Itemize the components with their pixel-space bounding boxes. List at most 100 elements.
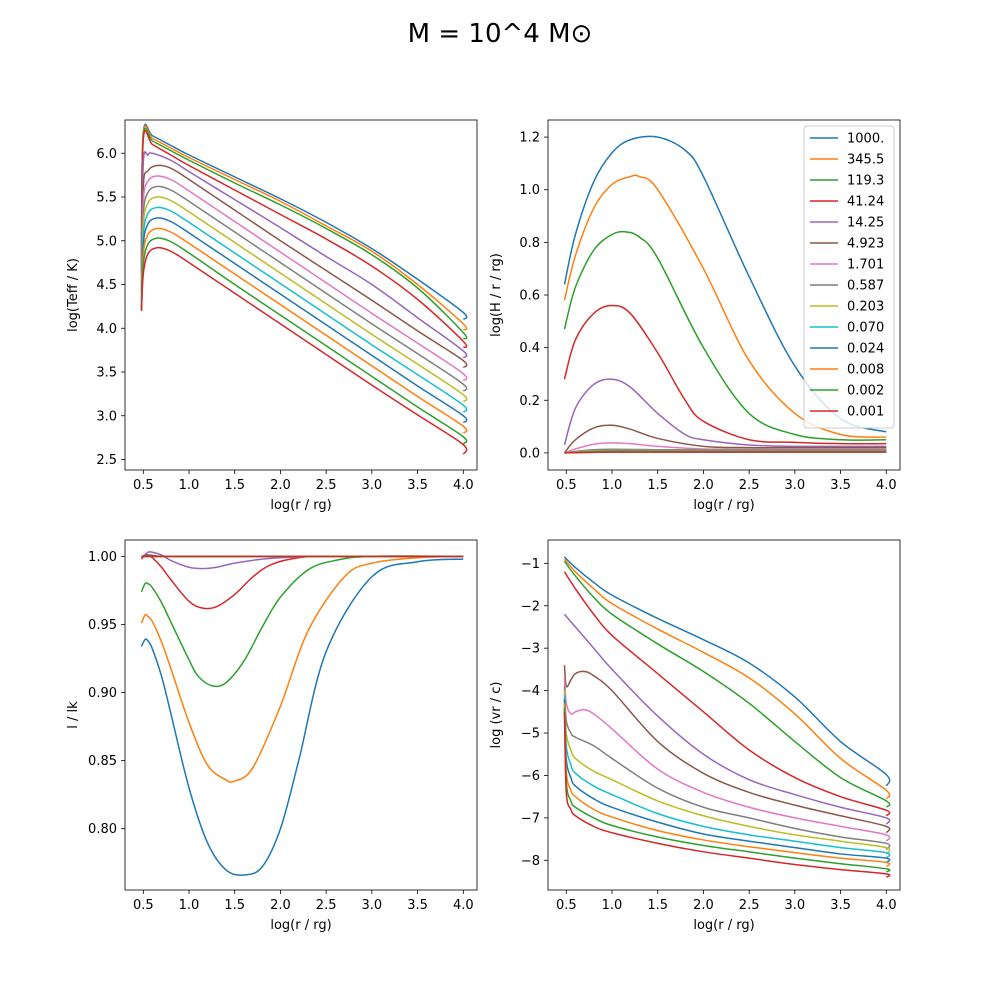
y-tick-label: 0.2 [519,394,540,409]
y-tick-label: −3 [521,642,540,657]
legend-label: 345.5 [847,153,884,168]
y-tick-label: 1.2 [519,131,540,146]
x-tick-label: 0.5 [556,478,577,493]
series-line-6 [563,665,891,834]
y-axis-label: log(H / r / rg) [489,253,504,337]
x-tick-label: 4.0 [453,478,474,493]
y-tick-label: −6 [521,769,540,784]
series-line-7 [140,175,468,382]
x-tick-label: 2.0 [270,478,291,493]
y-tick-label: 3.0 [96,409,117,424]
legend-label: 41.24 [847,195,884,210]
series-line-1 [563,135,887,433]
series-line-11 [140,217,468,424]
x-tick-label: 2.5 [316,898,337,913]
y-tick-label: −1 [521,557,540,572]
y-tick-label: −4 [521,684,540,699]
x-axis-label: log(r / rg) [693,918,754,933]
y-axis-label: l / lk [66,701,81,729]
x-tick-label: 3.0 [785,478,806,493]
y-tick-label: 0.8 [519,236,540,251]
y-tick-label: 0.80 [88,822,117,837]
x-tick-label: 3.0 [362,898,383,913]
series-line-13 [140,237,468,445]
x-axis-label: log(r / rg) [270,498,331,513]
y-tick-label: −7 [521,811,540,826]
y-tick-label: 3.5 [96,366,117,381]
y-tick-label: 4.5 [96,278,117,293]
legend-label: 0.070 [847,321,884,336]
x-tick-label: 1.0 [179,478,200,493]
x-tick-label: 0.5 [556,898,577,913]
x-tick-label: 0.5 [133,898,154,913]
x-tick-label: 2.5 [739,478,760,493]
series-line-1 [140,123,468,321]
y-tick-label: 1.0 [519,183,540,198]
series-line-6 [140,164,468,369]
x-axis-label: log(r / rg) [693,498,754,513]
series-line-12 [140,227,468,434]
x-tick-label: 1.5 [647,478,668,493]
series-line-3 [140,127,468,340]
series-line-1 [140,558,464,876]
legend-label: 4.923 [847,237,884,252]
series-line-5 [140,550,464,570]
x-tick-label: 2.0 [693,898,714,913]
series-line-14 [564,451,887,454]
x-tick-label: 4.0 [876,478,897,493]
series-line-10 [140,206,468,413]
legend-label: 14.25 [847,216,884,231]
y-tick-label: 2.5 [96,453,117,468]
series-line-3 [563,230,887,441]
y-tick-label: 1.00 [88,550,117,565]
y-tick-label: 6.0 [96,147,117,162]
legend-label: 0.008 [847,363,884,378]
series-line-8 [564,448,887,454]
series-line-5 [563,378,887,448]
series-line-4 [563,304,887,445]
x-tick-label: 4.0 [876,898,897,913]
x-tick-label: 3.5 [407,898,428,913]
panel-bottom-left: 0.5 1.0 1.5 2.0 2.5 3.0 3.5 4.0 0.80 0.85 0.90 0.95… [66,539,478,933]
x-tick-label: 0.5 [133,478,154,493]
legend-label: 0.203 [847,300,884,315]
x-tick-label: 2.0 [270,898,291,913]
y-tick-label: −8 [521,854,540,869]
series-line-3 [563,560,891,809]
panel-bottom-right: 0.5 1.0 1.5 2.0 2.5 3.0 3.5 4.0 −8 −7 −6 −5 −4 −3 −2 −1… [489,539,901,933]
series-line-4 [140,130,468,349]
y-tick-label: 0.85 [88,754,117,769]
series-line-7 [564,442,887,454]
series-line-8 [140,185,468,392]
series-line-5 [140,151,468,359]
panel-top-right: 0.5 1.0 1.5 2.0 2.5 3.0 3.5 4.0 0.0 0.2 0.4 0.6 0.8 1… [489,119,901,513]
y-tick-label: 0.95 [88,618,117,633]
series-line-9 [563,690,891,855]
y-axis-label: log (vr / c) [489,682,504,749]
x-tick-label: 1.5 [224,898,245,913]
x-tick-label: 4.0 [453,898,474,913]
series-line-14 [563,711,891,879]
y-tick-label: 4.0 [96,322,117,337]
x-tick-label: 3.0 [785,898,806,913]
series-line-5 [563,613,891,825]
x-tick-label: 3.0 [362,478,383,493]
y-tick-label: 0.6 [519,289,540,304]
series-group [140,123,468,455]
axes-frame [124,119,478,471]
series-line-2 [140,125,468,331]
legend-label: 0.024 [847,342,884,357]
series-line-11 [563,699,891,864]
y-axis-label: log(Teff / K) [66,258,81,332]
x-tick-label: 1.0 [179,898,200,913]
x-axis-label: log(r / rg) [270,918,331,933]
legend-label: 1.701 [847,258,884,273]
series-line-3 [140,555,464,688]
series-line-6 [563,424,887,454]
series-group [563,135,887,454]
series-line-12 [563,703,891,868]
x-tick-label: 2.5 [739,898,760,913]
series-line-13 [563,707,891,873]
y-tick-label: 0.4 [519,341,540,356]
